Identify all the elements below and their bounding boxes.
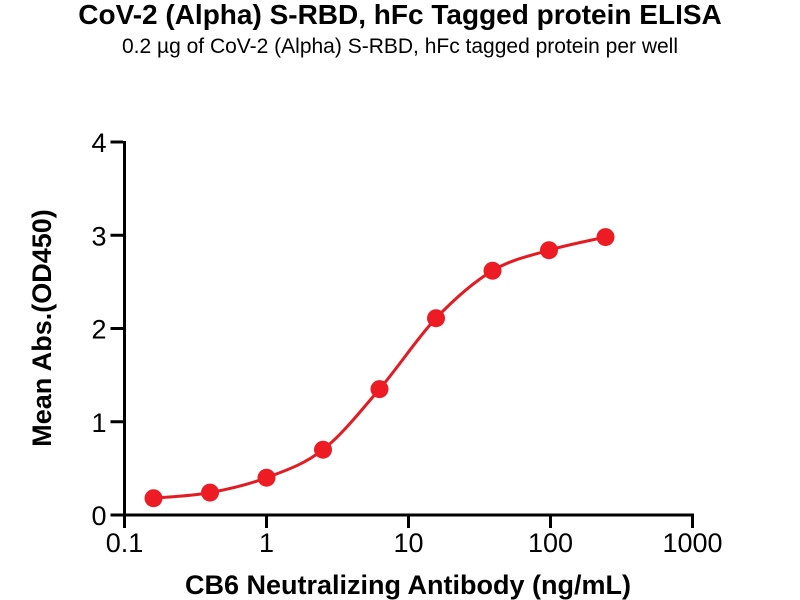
x-tick-label: 10: [393, 528, 423, 558]
chart-subtitle: 0.2 µg of CoV-2 (Alpha) S-RBD, hFc tagge…: [121, 35, 679, 58]
y-axis-title: Mean Abs.(OD450): [27, 209, 57, 447]
data-point: [483, 261, 502, 280]
y-tick-label: 4: [91, 128, 106, 158]
y-tick-label: 1: [91, 408, 106, 438]
y-tick-label: 3: [91, 221, 106, 251]
data-point: [144, 489, 163, 508]
data-point: [370, 380, 389, 399]
chart-title: CoV-2 (Alpha) S-RBD, hFc Tagged protein …: [78, 0, 722, 30]
x-tick-label: 1: [259, 528, 274, 558]
data-point: [540, 241, 558, 260]
x-tick-label: 0.1: [106, 528, 144, 558]
fit-curve: [153, 235, 606, 500]
y-tick-label: 0: [91, 501, 106, 531]
x-axis-title: CB6 Neutralizing Antibody (ng/mL): [185, 570, 631, 600]
data-point: [257, 468, 276, 487]
x-tick-label: 1000: [662, 528, 722, 558]
x-tick-label: 100: [528, 528, 573, 558]
data-point: [596, 228, 615, 247]
data-point: [427, 309, 445, 328]
data-point: [201, 483, 219, 502]
y-tick-label: 2: [91, 315, 106, 345]
data-point: [314, 440, 332, 459]
